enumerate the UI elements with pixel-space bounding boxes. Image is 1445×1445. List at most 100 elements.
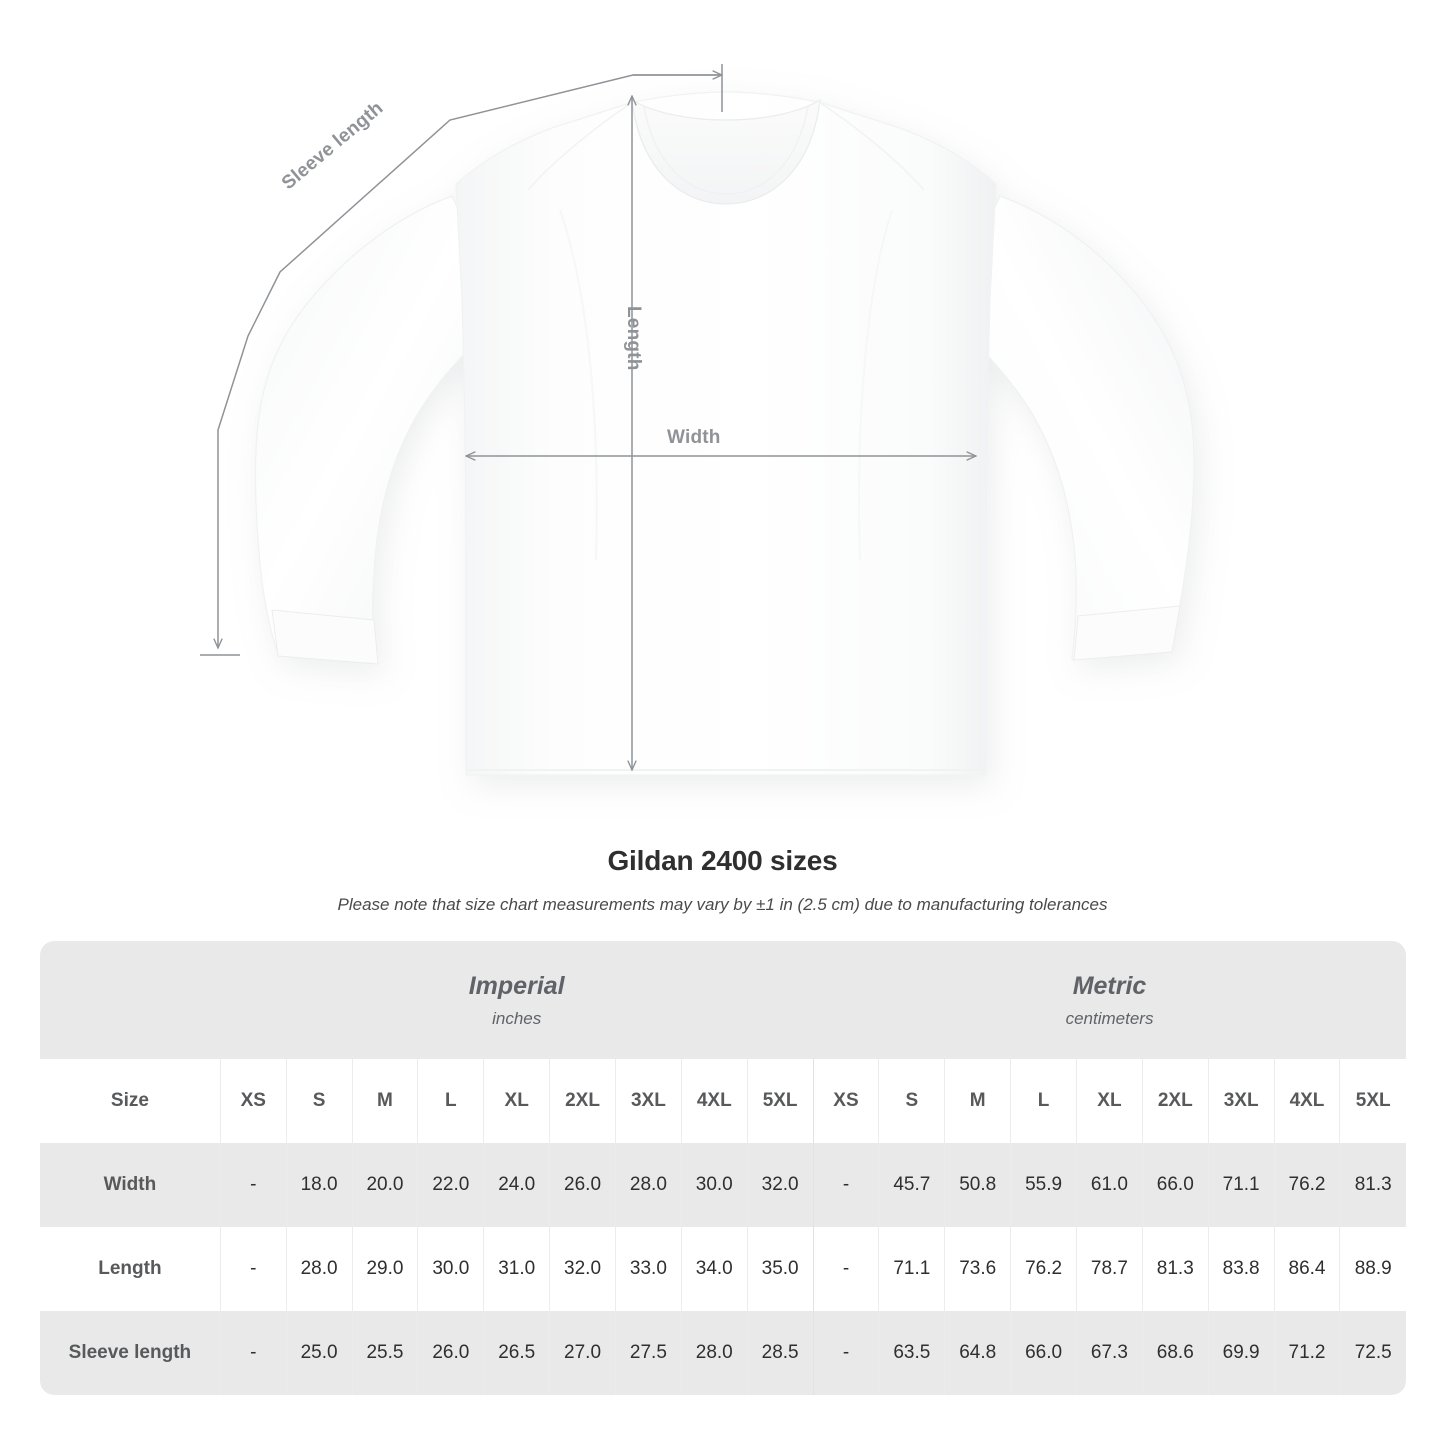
cell-width-metric-s: 45.7 xyxy=(878,1143,945,1227)
cell-width-imperial-s: 18.0 xyxy=(285,1143,353,1227)
garment-illustration xyxy=(200,64,1195,776)
size-header-metric-4xl: 4XL xyxy=(1273,1059,1340,1143)
cell-sleeve-length-imperial-5xl: 28.5 xyxy=(746,1311,814,1395)
size-header-imperial-5xl: 5XL xyxy=(746,1059,814,1143)
cell-width-metric-4xl: 76.2 xyxy=(1273,1143,1340,1227)
size-header-row: Size XS S M L XL 2XL 3XL 4XL 5XL XS S M L XL 2XL 3XL 4XL 5… xyxy=(40,1059,1406,1143)
size-header-metric-s: S xyxy=(878,1059,945,1143)
cell-sleeve-length-imperial-2xl: 27.0 xyxy=(549,1311,616,1395)
cell-length-imperial-s: 28.0 xyxy=(285,1227,353,1311)
cell-length-metric-m: 73.6 xyxy=(944,1227,1011,1311)
right-shoulder-seam xyxy=(821,103,925,191)
right-cuff xyxy=(1073,605,1181,661)
sleeve-length-dimension xyxy=(200,64,722,656)
unit-header-imperial: Imperial inches xyxy=(220,941,814,1059)
page-title: Gildan 2400 sizes xyxy=(607,845,838,876)
collar-inner-line xyxy=(643,105,809,195)
left-sleeve xyxy=(254,195,509,665)
cell-length-imperial-4xl: 34.0 xyxy=(680,1227,748,1311)
left-cuff xyxy=(271,609,379,665)
cell-length-imperial-5xl: 35.0 xyxy=(746,1227,814,1311)
tolerance-note: Please note that size chart measurements… xyxy=(337,895,1108,914)
cell-sleeve-length-imperial-m: 25.5 xyxy=(351,1311,418,1395)
size-header-imperial-2xl: 2XL xyxy=(549,1059,616,1143)
cell-sleeve-length-metric-3xl: 69.9 xyxy=(1207,1311,1275,1395)
cell-width-metric-m: 50.8 xyxy=(944,1143,1011,1227)
size-header-imperial-3xl: 3XL xyxy=(614,1059,682,1143)
row-label-sleeve-length: Sleeve length xyxy=(40,1311,221,1395)
cell-length-metric-xs: - xyxy=(812,1227,879,1311)
table-row: Sleeve length -25.0 25.5 26.0 26.5 27.0 27.5 28… xyxy=(40,1311,1406,1395)
size-table-container: Imperial inches Metric centimeters Size XS S M L… xyxy=(40,941,1406,1395)
cell-width-metric-xs: - xyxy=(812,1143,879,1227)
cell-length-metric-3xl: 83.8 xyxy=(1207,1227,1275,1311)
cell-width-metric-l: 55.9 xyxy=(1010,1143,1077,1227)
cell-sleeve-length-imperial-4xl: 28.0 xyxy=(680,1311,748,1395)
size-header-imperial-m: M xyxy=(351,1059,418,1143)
cell-width-imperial-xs: - xyxy=(219,1143,287,1227)
cell-length-metric-s: 71.1 xyxy=(878,1227,945,1311)
size-header-metric-l: L xyxy=(1010,1059,1077,1143)
cell-length-imperial-3xl: 33.0 xyxy=(614,1227,682,1311)
cell-length-imperial-xs: - xyxy=(219,1227,287,1311)
size-header-metric-xs: XS xyxy=(812,1059,879,1143)
cell-width-imperial-l: 22.0 xyxy=(417,1143,484,1227)
cell-width-imperial-4xl: 30.0 xyxy=(680,1143,748,1227)
size-header-metric-xl: XL xyxy=(1075,1059,1143,1143)
size-header-metric-m: M xyxy=(944,1059,1011,1143)
cell-sleeve-length-imperial-3xl: 27.5 xyxy=(614,1311,682,1395)
cell-length-imperial-l: 30.0 xyxy=(417,1227,484,1311)
size-header-metric-5xl: 5XL xyxy=(1339,1059,1406,1143)
cell-sleeve-length-metric-5xl: 72.5 xyxy=(1339,1311,1406,1395)
size-table: Imperial inches Metric centimeters Size XS S M L… xyxy=(40,941,1406,1395)
fold-line-right xyxy=(858,209,893,561)
cell-length-metric-l: 76.2 xyxy=(1010,1227,1077,1311)
size-header-imperial-xs: XS xyxy=(219,1059,287,1143)
width-label: Width xyxy=(667,427,721,448)
cell-length-metric-5xl: 88.9 xyxy=(1339,1227,1406,1311)
unit-subtitle: centimeters xyxy=(1065,1009,1154,1029)
cell-sleeve-length-imperial-xs: - xyxy=(219,1311,287,1395)
table-row: Width -18.0 20.0 22.0 24.0 26.0 28.0 30.0 32.0-4… xyxy=(40,1143,1406,1227)
left-shoulder-seam xyxy=(527,103,631,191)
cell-length-imperial-xl: 31.0 xyxy=(483,1227,550,1311)
fold-line-left xyxy=(559,209,598,561)
cell-sleeve-length-metric-l: 66.0 xyxy=(1010,1311,1077,1395)
cell-sleeve-length-metric-4xl: 71.2 xyxy=(1273,1311,1340,1395)
shirt-graphic xyxy=(254,91,1195,776)
cell-width-metric-2xl: 66.0 xyxy=(1141,1143,1209,1227)
garment-diagram: Sleeve length Length Width xyxy=(200,64,1195,776)
collar xyxy=(631,98,821,205)
length-label: Length xyxy=(623,306,644,371)
cell-length-metric-xl: 78.7 xyxy=(1075,1227,1143,1311)
cell-sleeve-length-metric-xs: - xyxy=(812,1311,879,1395)
cell-sleeve-length-metric-m: 64.8 xyxy=(944,1311,1011,1395)
table-row: Length -28.0 29.0 30.0 31.0 32.0 33.0 34.0 35.0-… xyxy=(40,1227,1406,1311)
unit-name: Metric xyxy=(1072,971,1147,1000)
unit-band-row: Imperial inches Metric centimeters xyxy=(40,941,1406,1059)
size-header-imperial-xl: XL xyxy=(483,1059,550,1143)
cell-width-metric-5xl: 81.3 xyxy=(1339,1143,1406,1227)
cell-sleeve-length-imperial-xl: 26.5 xyxy=(483,1311,550,1395)
size-header-label: Size xyxy=(40,1059,221,1143)
cell-width-imperial-3xl: 28.0 xyxy=(614,1143,682,1227)
cell-sleeve-length-metric-2xl: 68.6 xyxy=(1141,1311,1209,1395)
cell-width-imperial-5xl: 32.0 xyxy=(746,1143,814,1227)
cell-length-metric-4xl: 86.4 xyxy=(1273,1227,1340,1311)
unit-name: Imperial xyxy=(468,971,565,1000)
cell-width-metric-3xl: 71.1 xyxy=(1207,1143,1275,1227)
size-header-imperial-s: S xyxy=(285,1059,353,1143)
cell-width-metric-xl: 61.0 xyxy=(1075,1143,1143,1227)
size-header-metric-2xl: 2XL xyxy=(1141,1059,1209,1143)
size-header-imperial-l: L xyxy=(417,1059,484,1143)
cell-width-imperial-2xl: 26.0 xyxy=(549,1143,616,1227)
shirt-body xyxy=(455,91,997,776)
unit-band-spacer xyxy=(40,941,221,1059)
cell-length-metric-2xl: 81.3 xyxy=(1141,1227,1209,1311)
cell-sleeve-length-metric-xl: 67.3 xyxy=(1075,1311,1143,1395)
size-header-imperial-4xl: 4XL xyxy=(680,1059,748,1143)
cell-length-imperial-m: 29.0 xyxy=(351,1227,418,1311)
unit-header-metric: Metric centimeters xyxy=(813,941,1406,1059)
cell-width-imperial-m: 20.0 xyxy=(351,1143,418,1227)
